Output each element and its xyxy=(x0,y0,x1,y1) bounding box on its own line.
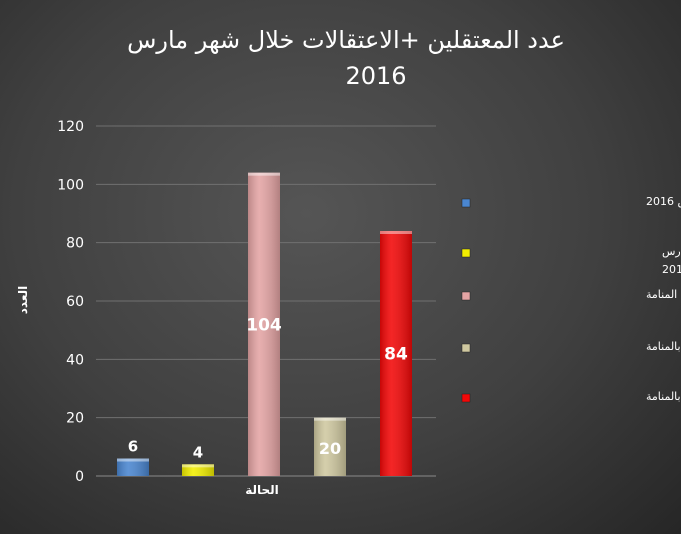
y-tick-label: 120 xyxy=(57,119,84,135)
bar-top-highlight xyxy=(248,172,280,176)
bar-top-highlight xyxy=(380,231,412,234)
legend-swatch xyxy=(461,343,471,353)
y-tick-label: 40 xyxy=(66,352,84,368)
data-label: 84 xyxy=(384,345,408,365)
legend-swatch xyxy=(461,291,471,301)
legend-label: عدد الموقوفين على ذمة التحقيق بالمنامة xyxy=(646,340,681,354)
data-label: 104 xyxy=(246,315,282,335)
legend-label-line: المفرج عنهم من المجموع الكلي خلال مارس xyxy=(662,245,681,258)
chart-title: عدد المعتقلين +الاعتقالات خلال شهر مارس xyxy=(127,26,565,54)
y-tick-label: 60 xyxy=(66,294,84,310)
legend-swatch xyxy=(461,393,471,403)
y-axis-label: العدد xyxy=(16,286,30,314)
data-label: 6 xyxy=(128,438,138,456)
bar-top-highlight xyxy=(314,417,346,421)
bar-top-highlight xyxy=(182,464,214,468)
legend-label: المعتقلين خلال مارس 2016 xyxy=(646,195,681,208)
bar-shading xyxy=(380,231,412,476)
legend-swatch xyxy=(461,198,471,208)
legend: المعتقلين خلال مارس 2016 المفرج عنهم من ا… xyxy=(461,195,681,403)
bar-shading xyxy=(248,172,280,476)
data-label: 4 xyxy=(193,443,203,461)
bar-shading xyxy=(117,458,149,476)
x-axis-label: الحالة xyxy=(245,483,279,497)
legend-swatch xyxy=(461,248,471,258)
bar-shading xyxy=(182,464,214,476)
data-labels: 6 4 104 20 84 xyxy=(128,315,408,461)
y-tick-label: 20 xyxy=(66,411,84,427)
bar-shading xyxy=(314,417,346,476)
legend-label: المفرج عنهم من المجموع الكلي خلال مارس 20… xyxy=(662,245,681,276)
bar-top-highlight xyxy=(117,458,149,462)
legend-label: العدد الكلي لمعتقلين المنامة xyxy=(646,288,681,301)
legend-label-line: 2016 xyxy=(662,263,681,276)
chart-title-year: 2016 xyxy=(345,62,406,90)
y-tick-label: 100 xyxy=(57,177,84,193)
y-tick-label: 0 xyxy=(75,469,84,485)
data-label: 20 xyxy=(319,439,341,458)
legend-label: عدد المحكومين بالمنامة xyxy=(646,390,681,403)
y-axis-ticks: 0 20 40 60 80 100 120 xyxy=(57,119,84,485)
bars xyxy=(117,172,412,476)
y-tick-label: 80 xyxy=(66,236,84,252)
